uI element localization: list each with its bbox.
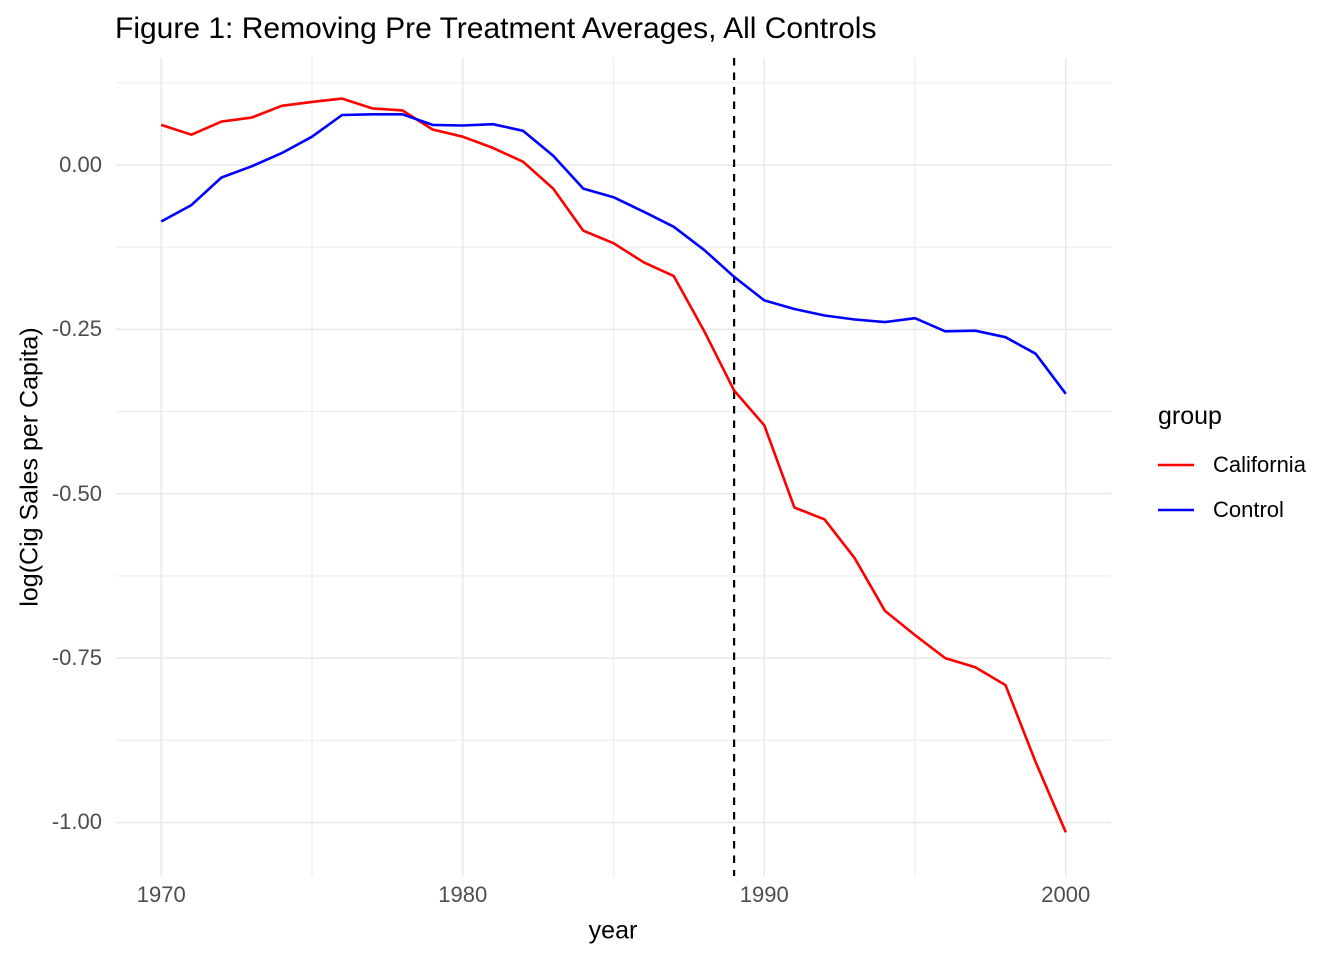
y-tick-label: 0.00 (59, 151, 102, 177)
legend-label-california: California (1213, 452, 1306, 477)
x-tick-label: 1970 (136, 882, 186, 907)
legend-title: group (1158, 402, 1222, 430)
plot-title: Figure 1: Removing Pre Treatment Average… (115, 12, 877, 45)
y-tick-label: -1.00 (51, 809, 102, 835)
x-tick-label: 1990 (739, 882, 789, 907)
legend-item-control: Control (1158, 496, 1306, 524)
series-line-control (160, 113, 1067, 395)
x-tick-label: 2000 (1041, 882, 1091, 907)
y-tick-label: -0.50 (51, 480, 102, 506)
legend-key-line-california (1158, 463, 1194, 467)
series-line-california (160, 97, 1067, 833)
legend-label-control: Control (1213, 497, 1284, 522)
legend-key-line-control (1158, 508, 1194, 512)
x-axis-title: year (588, 916, 638, 945)
legend: group California Control (1158, 402, 1306, 524)
y-tick-label: -0.75 (51, 645, 102, 671)
y-axis-title: log(Cig Sales per Capita) (15, 327, 44, 607)
x-tick-label: 1980 (438, 882, 488, 907)
y-tick-label: -0.25 (51, 316, 102, 342)
legend-item-california: California (1158, 451, 1306, 479)
